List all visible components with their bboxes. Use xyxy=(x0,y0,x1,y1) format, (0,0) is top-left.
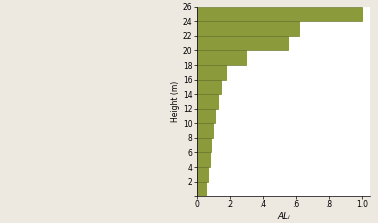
Bar xyxy=(197,65,226,80)
Y-axis label: Height (m): Height (m) xyxy=(171,81,180,122)
Bar xyxy=(197,109,215,123)
X-axis label: ALᵢ: ALᵢ xyxy=(277,212,290,221)
Bar xyxy=(197,123,213,138)
Bar xyxy=(197,21,299,36)
Bar xyxy=(197,80,222,94)
Bar xyxy=(197,94,218,109)
Bar xyxy=(197,50,246,65)
Bar xyxy=(197,36,288,50)
Bar xyxy=(197,138,211,153)
Bar xyxy=(197,153,210,167)
Bar xyxy=(197,182,206,196)
Bar xyxy=(197,167,208,182)
Bar xyxy=(197,7,362,21)
